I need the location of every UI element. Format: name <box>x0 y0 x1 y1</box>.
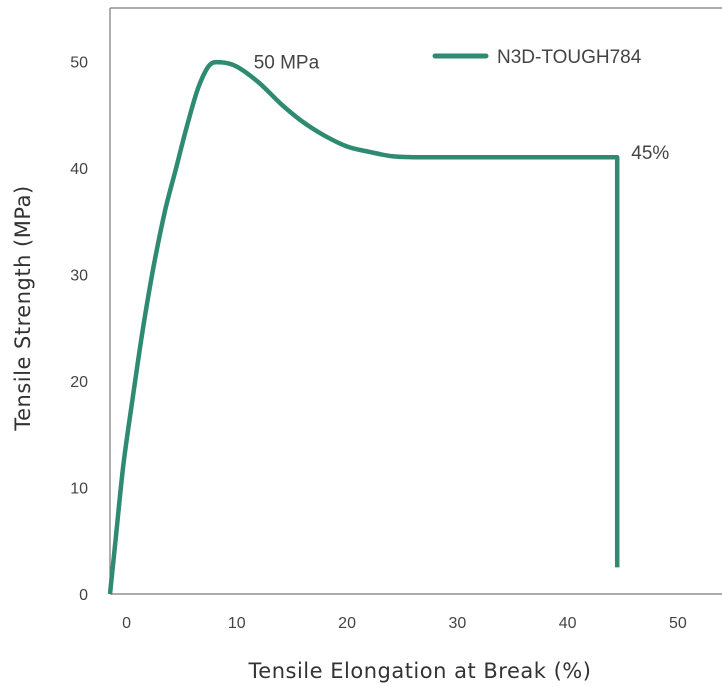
x-tick-label: 30 <box>448 615 466 632</box>
annotation-layer: 50 MPa 45% <box>254 52 670 164</box>
y-tick-label: 40 <box>70 161 88 178</box>
series-line-n3d-tough784 <box>107 59 620 595</box>
x-tick-label: 50 <box>669 615 687 632</box>
x-tick-label: 0 <box>122 615 131 632</box>
y-tick-label: 30 <box>70 267 88 284</box>
series-layer <box>107 59 620 595</box>
x-axis-ticks: 0 10 20 30 40 50 <box>122 615 687 632</box>
x-tick-label: 20 <box>338 615 356 632</box>
legend-label: N3D-TOUGH784 <box>497 47 642 68</box>
y-axis-ticks: 0 10 20 30 40 50 <box>70 54 88 604</box>
x-tick-label: 40 <box>559 615 577 632</box>
y-tick-label: 50 <box>70 54 88 71</box>
x-axis-title: Tensile Elongation at Break (%) <box>248 659 592 683</box>
y-tick-label: 10 <box>70 480 88 497</box>
peak-strength-label: 50 MPa <box>254 52 320 73</box>
elongation-at-break-label: 45% <box>631 143 669 164</box>
plot-frame <box>109 7 722 595</box>
legend: N3D-TOUGH784 <box>432 47 642 68</box>
y-axis-title: Tensile Strength (MPa) <box>11 185 35 431</box>
y-tick-label: 0 <box>79 587 88 604</box>
y-tick-label: 20 <box>70 374 88 391</box>
x-tick-label: 10 <box>228 615 246 632</box>
